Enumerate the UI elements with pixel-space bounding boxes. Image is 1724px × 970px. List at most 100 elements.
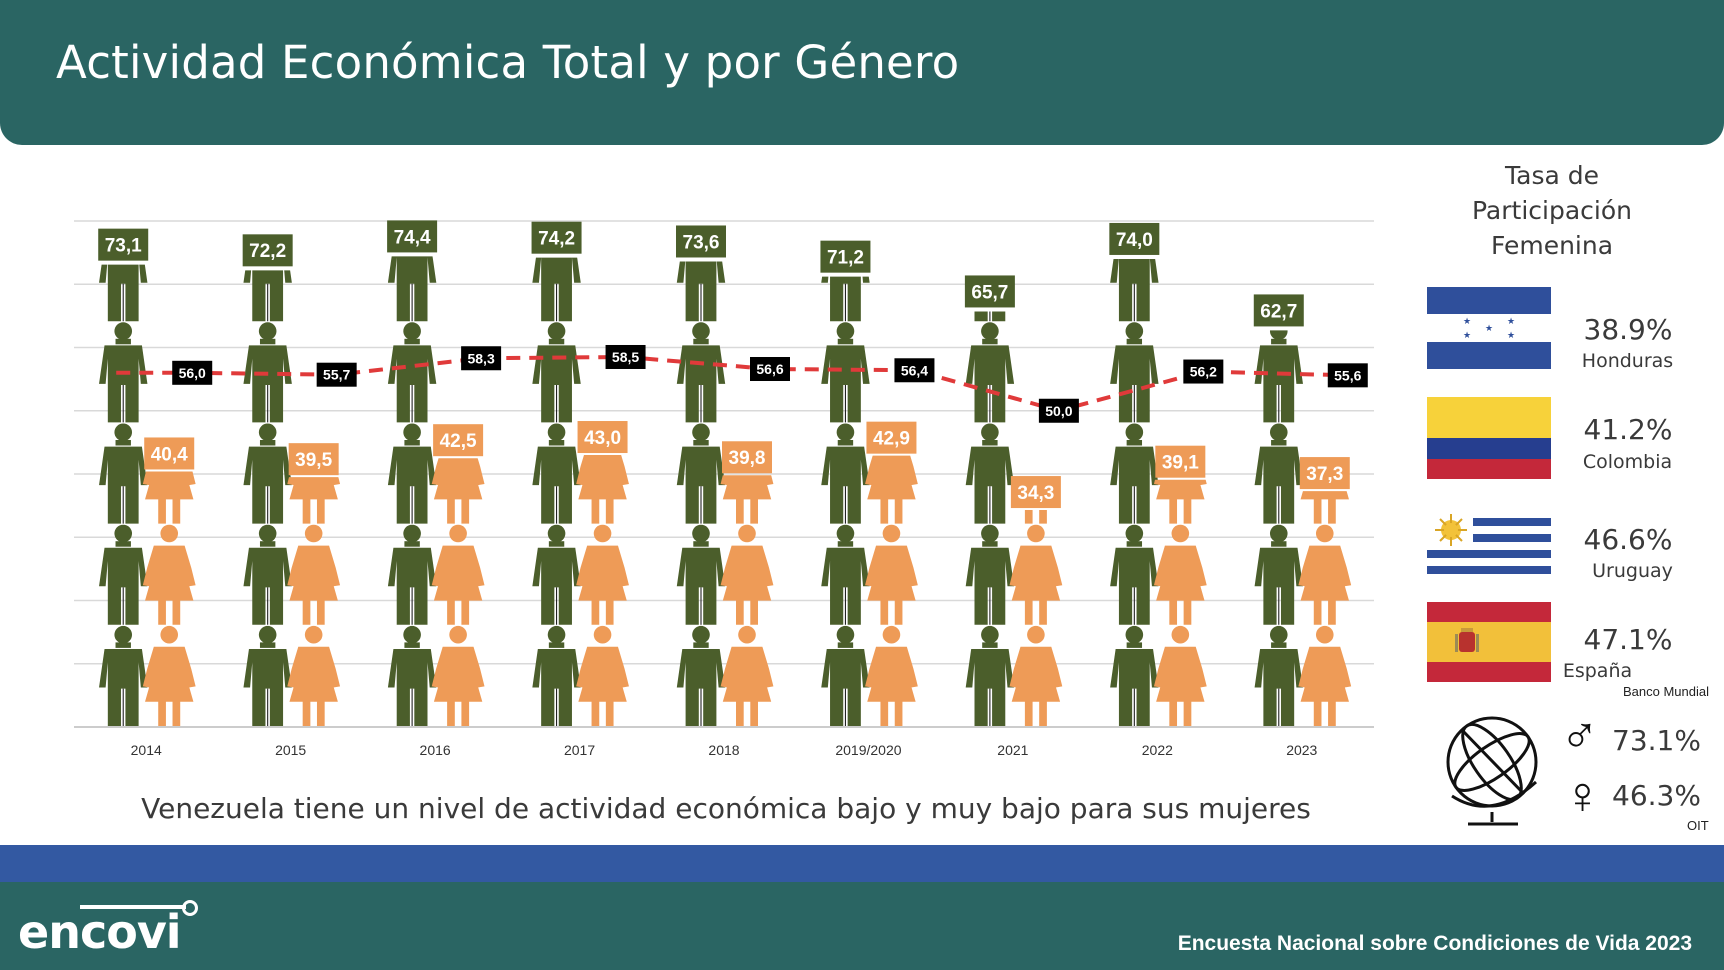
male-icon (821, 625, 870, 726)
female-icon (287, 524, 341, 625)
colombia-label: Colombia (1582, 451, 1673, 473)
svg-text:71,2: 71,2 (827, 248, 864, 269)
male-icon (532, 257, 581, 322)
total-data-label: 58,3 (461, 346, 502, 371)
male-icon (532, 625, 581, 726)
svg-text:39,5: 39,5 (295, 450, 332, 471)
male-icon (532, 423, 581, 524)
male-icon (974, 311, 1006, 322)
female-pictogram (1298, 491, 1352, 726)
female-icon (865, 625, 918, 726)
female-pictogram (1009, 510, 1063, 726)
male-icon (532, 322, 581, 423)
male-icon (821, 524, 870, 625)
female-data-label: 42,5 (433, 424, 484, 457)
svg-text:74,0: 74,0 (1116, 230, 1153, 251)
male-icon (243, 423, 292, 524)
female-pictogram (865, 455, 918, 726)
colombia-value: 41.2% (1583, 413, 1673, 446)
male-pictogram (821, 276, 870, 726)
female-icon (1298, 524, 1352, 625)
svg-text:73,6: 73,6 (683, 232, 720, 253)
world-female-value: 46.3% (1612, 779, 1701, 812)
x-tick-label: 2017 (564, 742, 595, 758)
male-icon (1254, 423, 1303, 524)
male-icon (676, 524, 726, 625)
male-icon (965, 524, 1015, 625)
total-data-label: 55,6 (1327, 363, 1368, 388)
footer (0, 882, 1724, 970)
svg-text:★: ★ (1463, 317, 1471, 327)
svg-text:34,3: 34,3 (1017, 483, 1054, 504)
svg-text:37,3: 37,3 (1306, 464, 1343, 485)
svg-text:74,4: 74,4 (394, 227, 431, 248)
female-pictogram (142, 471, 196, 726)
male-icon (965, 423, 1015, 524)
svg-text:56,6: 56,6 (756, 361, 783, 377)
female-icon (720, 475, 774, 524)
x-tick-label: 2021 (997, 742, 1028, 758)
male-icon (243, 625, 292, 726)
female-icon (1009, 524, 1063, 625)
svg-text:40,4: 40,4 (151, 444, 188, 465)
svg-text:42,9: 42,9 (873, 428, 910, 449)
svg-text:56,4: 56,4 (901, 362, 928, 378)
male-icon (821, 322, 870, 423)
svg-text:74,2: 74,2 (538, 229, 575, 250)
male-icon (99, 322, 148, 423)
female-icon (1153, 479, 1207, 524)
female-data-label: 39,1 (1155, 445, 1206, 478)
logo-dot (182, 900, 198, 916)
footer-stripe (0, 845, 1724, 882)
female-pictogram (576, 455, 629, 726)
male-icon (821, 276, 870, 322)
uruguay-flag-icon (1427, 510, 1551, 582)
colombia-flag-icon (1427, 397, 1551, 479)
female-icon (142, 524, 196, 625)
world-male-value: 73.1% (1612, 724, 1701, 757)
svg-text:43,0: 43,0 (584, 428, 621, 449)
svg-text:★: ★ (1463, 331, 1471, 341)
male-icon (99, 264, 148, 322)
female-icon (576, 625, 629, 726)
svg-text:55,6: 55,6 (1334, 367, 1361, 383)
male-pictogram (387, 256, 437, 726)
female-data-label: 40,4 (144, 437, 195, 470)
female-data-label: 42,9 (866, 421, 917, 454)
male-icon (99, 524, 148, 625)
female-icon (142, 471, 196, 524)
honduras-flag-icon: ★ ★ ★ ★ ★ (1427, 287, 1551, 369)
sidebar-title-line: Femenina (1490, 231, 1614, 260)
female-icon (1024, 510, 1047, 524)
female-pictogram (431, 458, 485, 726)
spain-value: 47.1% (1583, 623, 1673, 656)
female-icon (576, 455, 629, 524)
uruguay-value: 46.6% (1583, 523, 1673, 556)
male-icon (965, 322, 1015, 423)
svg-text:42,5: 42,5 (440, 431, 477, 452)
female-icon (1153, 625, 1207, 726)
male-icon (676, 261, 726, 322)
male-icon (99, 423, 148, 524)
female-icon (431, 625, 485, 726)
female-icon (865, 524, 918, 625)
svg-text:72,2: 72,2 (249, 241, 286, 262)
male-icon (1110, 258, 1159, 322)
svg-text:56,2: 56,2 (1190, 364, 1217, 380)
male-icon (99, 625, 148, 726)
female-pictogram (1153, 479, 1207, 726)
male-icon (387, 256, 437, 322)
male-pictogram (965, 311, 1015, 726)
x-tick-label: 2015 (275, 742, 306, 758)
total-data-label: 56,6 (750, 357, 790, 382)
encovi-logo: encovi (18, 900, 198, 959)
svg-text:39,1: 39,1 (1162, 453, 1199, 474)
svg-text:39,8: 39,8 (729, 448, 766, 469)
male-icon (1110, 524, 1159, 625)
sidebar-title-line: Participación (1471, 196, 1632, 225)
globe-icon (1438, 712, 1548, 832)
svg-text:73,1: 73,1 (105, 235, 142, 256)
male-pictogram (243, 270, 292, 726)
logo-line (80, 905, 186, 909)
logo-text: encovi (18, 905, 182, 959)
